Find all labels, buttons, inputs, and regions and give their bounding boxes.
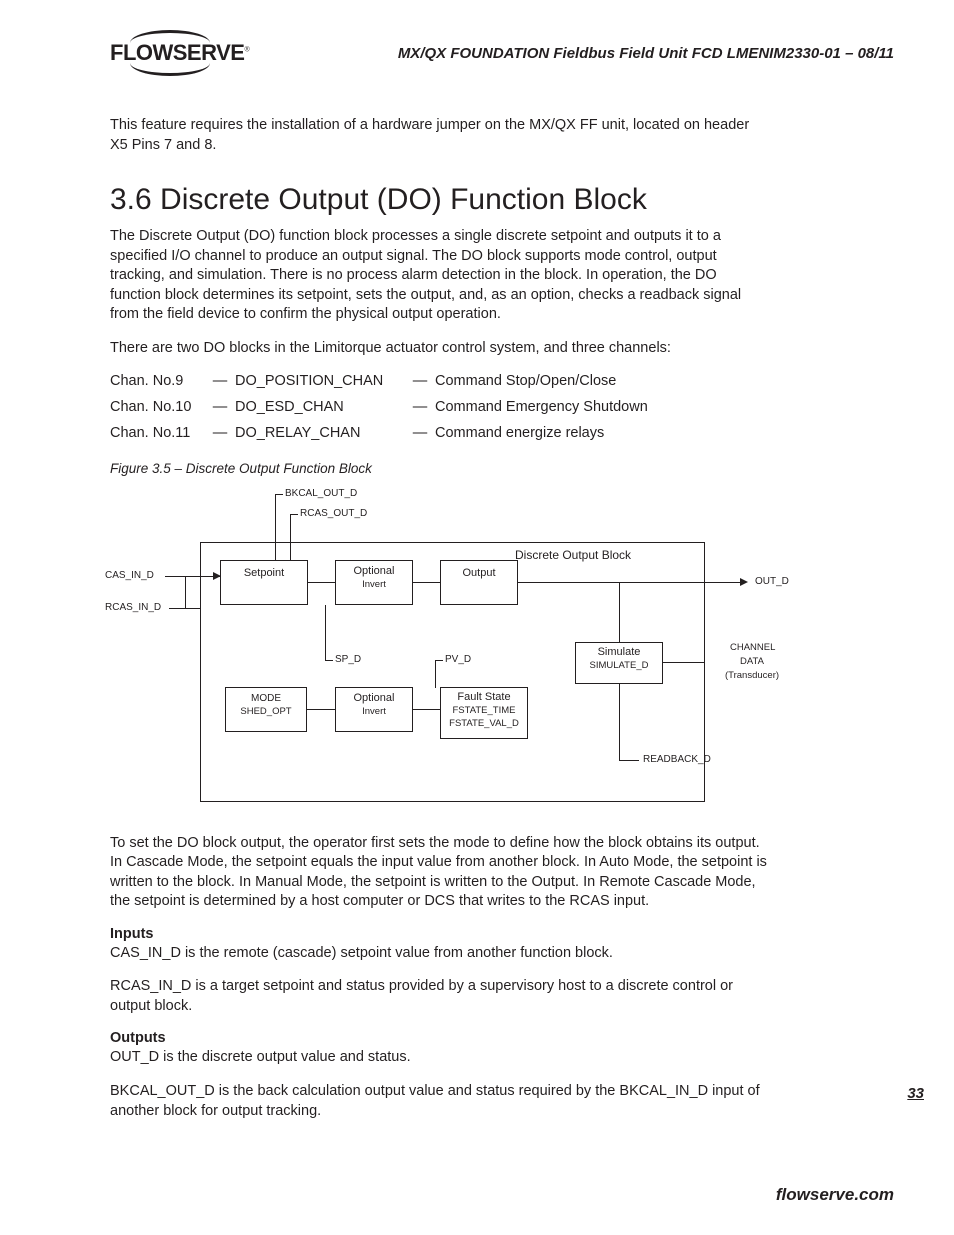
line — [413, 582, 440, 583]
label-bkcal-out-d: BKCAL_OUT_D — [285, 488, 357, 499]
line — [290, 514, 298, 515]
label-channel: CHANNEL — [730, 642, 775, 653]
inputs-heading: Inputs — [110, 926, 894, 942]
dash: — — [205, 425, 235, 441]
box-fault-state: Fault State FSTATE_TIME FSTATE_VAL_D — [440, 687, 528, 739]
dash: — — [405, 399, 435, 415]
label-out-d: OUT_D — [755, 576, 789, 587]
table-row: Chan. No.10 — DO_ESD_CHAN — Command Emer… — [110, 399, 894, 415]
outputs-heading: Outputs — [110, 1030, 894, 1046]
line — [275, 494, 283, 495]
chan-no: Chan. No.10 — [110, 399, 205, 415]
line — [435, 660, 443, 661]
section-title: 3.6 Discrete Output (DO) Function Block — [110, 183, 894, 217]
box-label: Optional — [354, 692, 395, 704]
section-p2: There are two DO blocks in the Limitorqu… — [110, 339, 770, 359]
outputs-p2: BKCAL_OUT_D is the back calculation outp… — [110, 1082, 770, 1121]
line — [619, 582, 620, 642]
box-simulate: Simulate SIMULATE_D — [575, 642, 663, 684]
line — [619, 684, 620, 760]
flowserve-logo: FLOWSERVE® — [110, 40, 249, 66]
intro-paragraph: This feature requires the installation o… — [110, 116, 750, 155]
outputs-p1: OUT_D is the discrete output value and s… — [110, 1048, 770, 1068]
line — [325, 605, 326, 661]
box-sublabel: Invert — [336, 579, 412, 590]
chan-desc: Command Stop/Open/Close — [435, 373, 616, 389]
box-sublabel: Invert — [336, 706, 412, 717]
box-label: Optional — [354, 565, 395, 577]
box-setpoint: Setpoint — [220, 560, 308, 605]
line — [518, 582, 745, 583]
box-label: Output — [462, 567, 495, 579]
chan-name: DO_ESD_CHAN — [235, 399, 405, 415]
figure-caption: Figure 3.5 – Discrete Output Function Bl… — [110, 461, 894, 476]
inputs-p2: RCAS_IN_D is a target setpoint and statu… — [110, 977, 770, 1016]
label-rcas-out-d: RCAS_OUT_D — [300, 508, 367, 519]
box-sublabel: FSTATE_TIME — [441, 705, 527, 716]
line — [185, 576, 186, 608]
box-label: MODE — [251, 693, 281, 704]
channel-table: Chan. No.9 — DO_POSITION_CHAN — Command … — [110, 373, 894, 441]
label-cas-in-d: CAS_IN_D — [105, 570, 154, 581]
box-label: Fault State — [457, 691, 510, 703]
chan-no: Chan. No.11 — [110, 425, 205, 441]
box-label: Setpoint — [244, 567, 284, 579]
line — [165, 576, 220, 577]
dash: — — [205, 399, 235, 415]
chan-name: DO_RELAY_CHAN — [235, 425, 405, 441]
dash: — — [405, 373, 435, 389]
line — [169, 608, 200, 609]
line — [275, 494, 276, 562]
box-sublabel: SIMULATE_D — [576, 660, 662, 671]
box-label: Simulate — [598, 646, 641, 658]
chan-name: DO_POSITION_CHAN — [235, 373, 405, 389]
box-mode: MODE SHED_OPT — [225, 687, 307, 732]
logo-text: FLOWSERVE — [110, 40, 244, 65]
table-row: Chan. No.9 — DO_POSITION_CHAN — Command … — [110, 373, 894, 389]
line — [325, 660, 333, 661]
chan-no: Chan. No.9 — [110, 373, 205, 389]
line — [308, 582, 335, 583]
inputs-p1: CAS_IN_D is the remote (cascade) setpoin… — [110, 944, 770, 964]
document-title: MX/QX FOUNDATION Fieldbus Field Unit FCD… — [398, 45, 894, 62]
label-readback-d: READBACK_D — [643, 754, 711, 765]
line — [307, 709, 335, 710]
logo-tm: ® — [244, 47, 249, 54]
box-optional-invert-top: Optional Invert — [335, 560, 413, 605]
label-pv-d: PV_D — [445, 654, 471, 665]
box-output: Output — [440, 560, 518, 605]
label-data: DATA — [740, 656, 764, 667]
page-number: 33 — [907, 1085, 924, 1102]
arrow — [740, 578, 748, 586]
chan-desc: Command Emergency Shutdown — [435, 399, 648, 415]
block-title: Discrete Output Block — [515, 548, 631, 562]
box-optional-invert-bottom: Optional Invert — [335, 687, 413, 732]
section-p1: The Discrete Output (DO) function block … — [110, 227, 770, 325]
line — [435, 660, 436, 688]
line — [290, 514, 291, 562]
line — [619, 760, 639, 761]
dash: — — [205, 373, 235, 389]
line — [663, 662, 705, 663]
chan-desc: Command energize relays — [435, 425, 604, 441]
after-p1: To set the DO block output, the operator… — [110, 834, 770, 912]
dash: — — [405, 425, 435, 441]
label-sp-d: SP_D — [335, 654, 361, 665]
function-block-diagram: Discrete Output Block BKCAL_OUT_D RCAS_O… — [105, 482, 835, 812]
box-sublabel2: FSTATE_VAL_D — [441, 718, 527, 729]
line — [413, 709, 440, 710]
footer-url: flowserve.com — [776, 1185, 894, 1205]
label-rcas-in-d: RCAS_IN_D — [105, 602, 161, 613]
table-row: Chan. No.11 — DO_RELAY_CHAN — Command en… — [110, 425, 894, 441]
box-sublabel: SHED_OPT — [226, 706, 306, 717]
page-header: FLOWSERVE® MX/QX FOUNDATION Fieldbus Fie… — [110, 40, 894, 66]
label-transducer: (Transducer) — [725, 670, 779, 681]
